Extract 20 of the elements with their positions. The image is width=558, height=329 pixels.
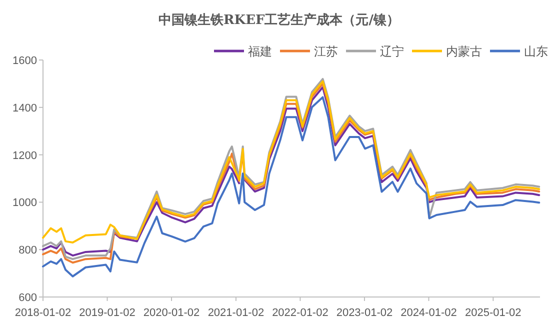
legend-label: 内蒙古 — [446, 44, 482, 58]
x-tick-label: 2022-01-02 — [272, 307, 328, 319]
x-tick-label: 2024-01-02 — [400, 307, 457, 319]
chart-title: 中国镍生铁RKEF工艺生产成本（元/镍） — [158, 12, 400, 28]
legend-label: 辽宁 — [380, 44, 404, 58]
x-tick-label: 2025-01-02 — [465, 307, 522, 319]
legend-label: 福建 — [248, 44, 272, 58]
x-tick-label: 2021-01-02 — [208, 307, 264, 319]
x-tick-label: 2019-01-02 — [79, 307, 136, 319]
x-tick-label: 2023-01-02 — [336, 307, 393, 319]
y-tick-label: 1600 — [12, 55, 37, 67]
legend-label: 山东 — [524, 44, 548, 58]
y-tick-label: 800 — [18, 244, 37, 257]
y-tick-label: 1000 — [12, 197, 37, 210]
y-tick-label: 1200 — [12, 150, 37, 162]
x-tick-label: 2020-01-02 — [143, 307, 200, 319]
y-tick-label: 600 — [18, 292, 37, 304]
legend-label: 江苏 — [314, 44, 338, 58]
x-tick-label: 2018-01-02 — [14, 307, 72, 319]
y-tick-label: 1400 — [12, 102, 37, 114]
